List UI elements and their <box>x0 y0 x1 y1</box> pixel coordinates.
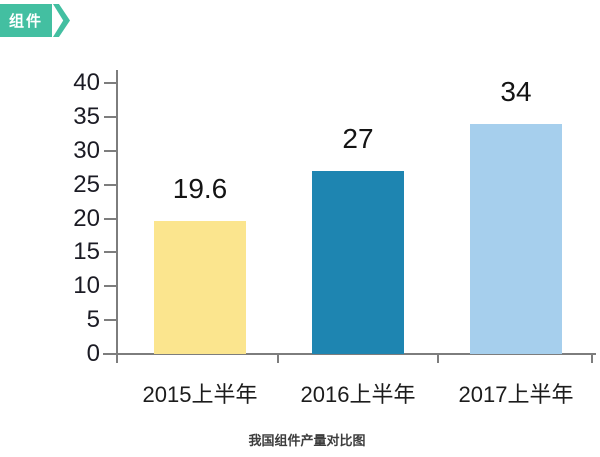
x-axis-label: 2017上半年 <box>458 382 574 407</box>
bar <box>154 221 246 354</box>
y-axis-label: 10 <box>73 272 100 300</box>
bar <box>312 171 404 354</box>
y-axis-tick <box>104 82 117 84</box>
component-badge: 组件 <box>0 4 70 37</box>
y-axis-tick <box>104 183 117 186</box>
badge-label: 组件 <box>0 4 52 37</box>
x-axis-label: 2016上半年 <box>300 382 416 407</box>
y-axis-tick <box>104 353 117 355</box>
y-axis-label: 40 <box>73 69 100 96</box>
y-axis-tick <box>104 285 117 288</box>
x-axis-tick <box>277 355 279 363</box>
x-axis-tick <box>591 355 593 363</box>
y-axis-label: 25 <box>73 170 100 198</box>
y-axis-tick <box>104 319 117 322</box>
y-axis-tick <box>104 251 117 254</box>
y-axis-label: 20 <box>73 204 100 232</box>
x-axis-line <box>103 353 596 355</box>
y-axis-label: 0 <box>86 340 100 367</box>
y-axis-label: 15 <box>73 238 100 266</box>
y-axis-tick <box>104 115 117 118</box>
y-axis-label: 5 <box>86 306 100 334</box>
x-axis-label: 2015上半年 <box>142 382 258 407</box>
y-axis-label: 30 <box>73 136 100 164</box>
bar-value-label: 19.6 <box>172 173 228 205</box>
bar <box>470 123 562 354</box>
x-axis-tick <box>437 355 439 363</box>
y-axis-tick <box>104 217 117 220</box>
bar-value-label: 27 <box>342 123 374 155</box>
y-axis-label: 35 <box>73 102 100 130</box>
y-axis-tick <box>104 149 117 152</box>
bar-value-label: 34 <box>500 75 532 107</box>
y-axis-line <box>116 70 118 363</box>
chart-caption: 我国组件产量对比图 <box>248 433 366 448</box>
